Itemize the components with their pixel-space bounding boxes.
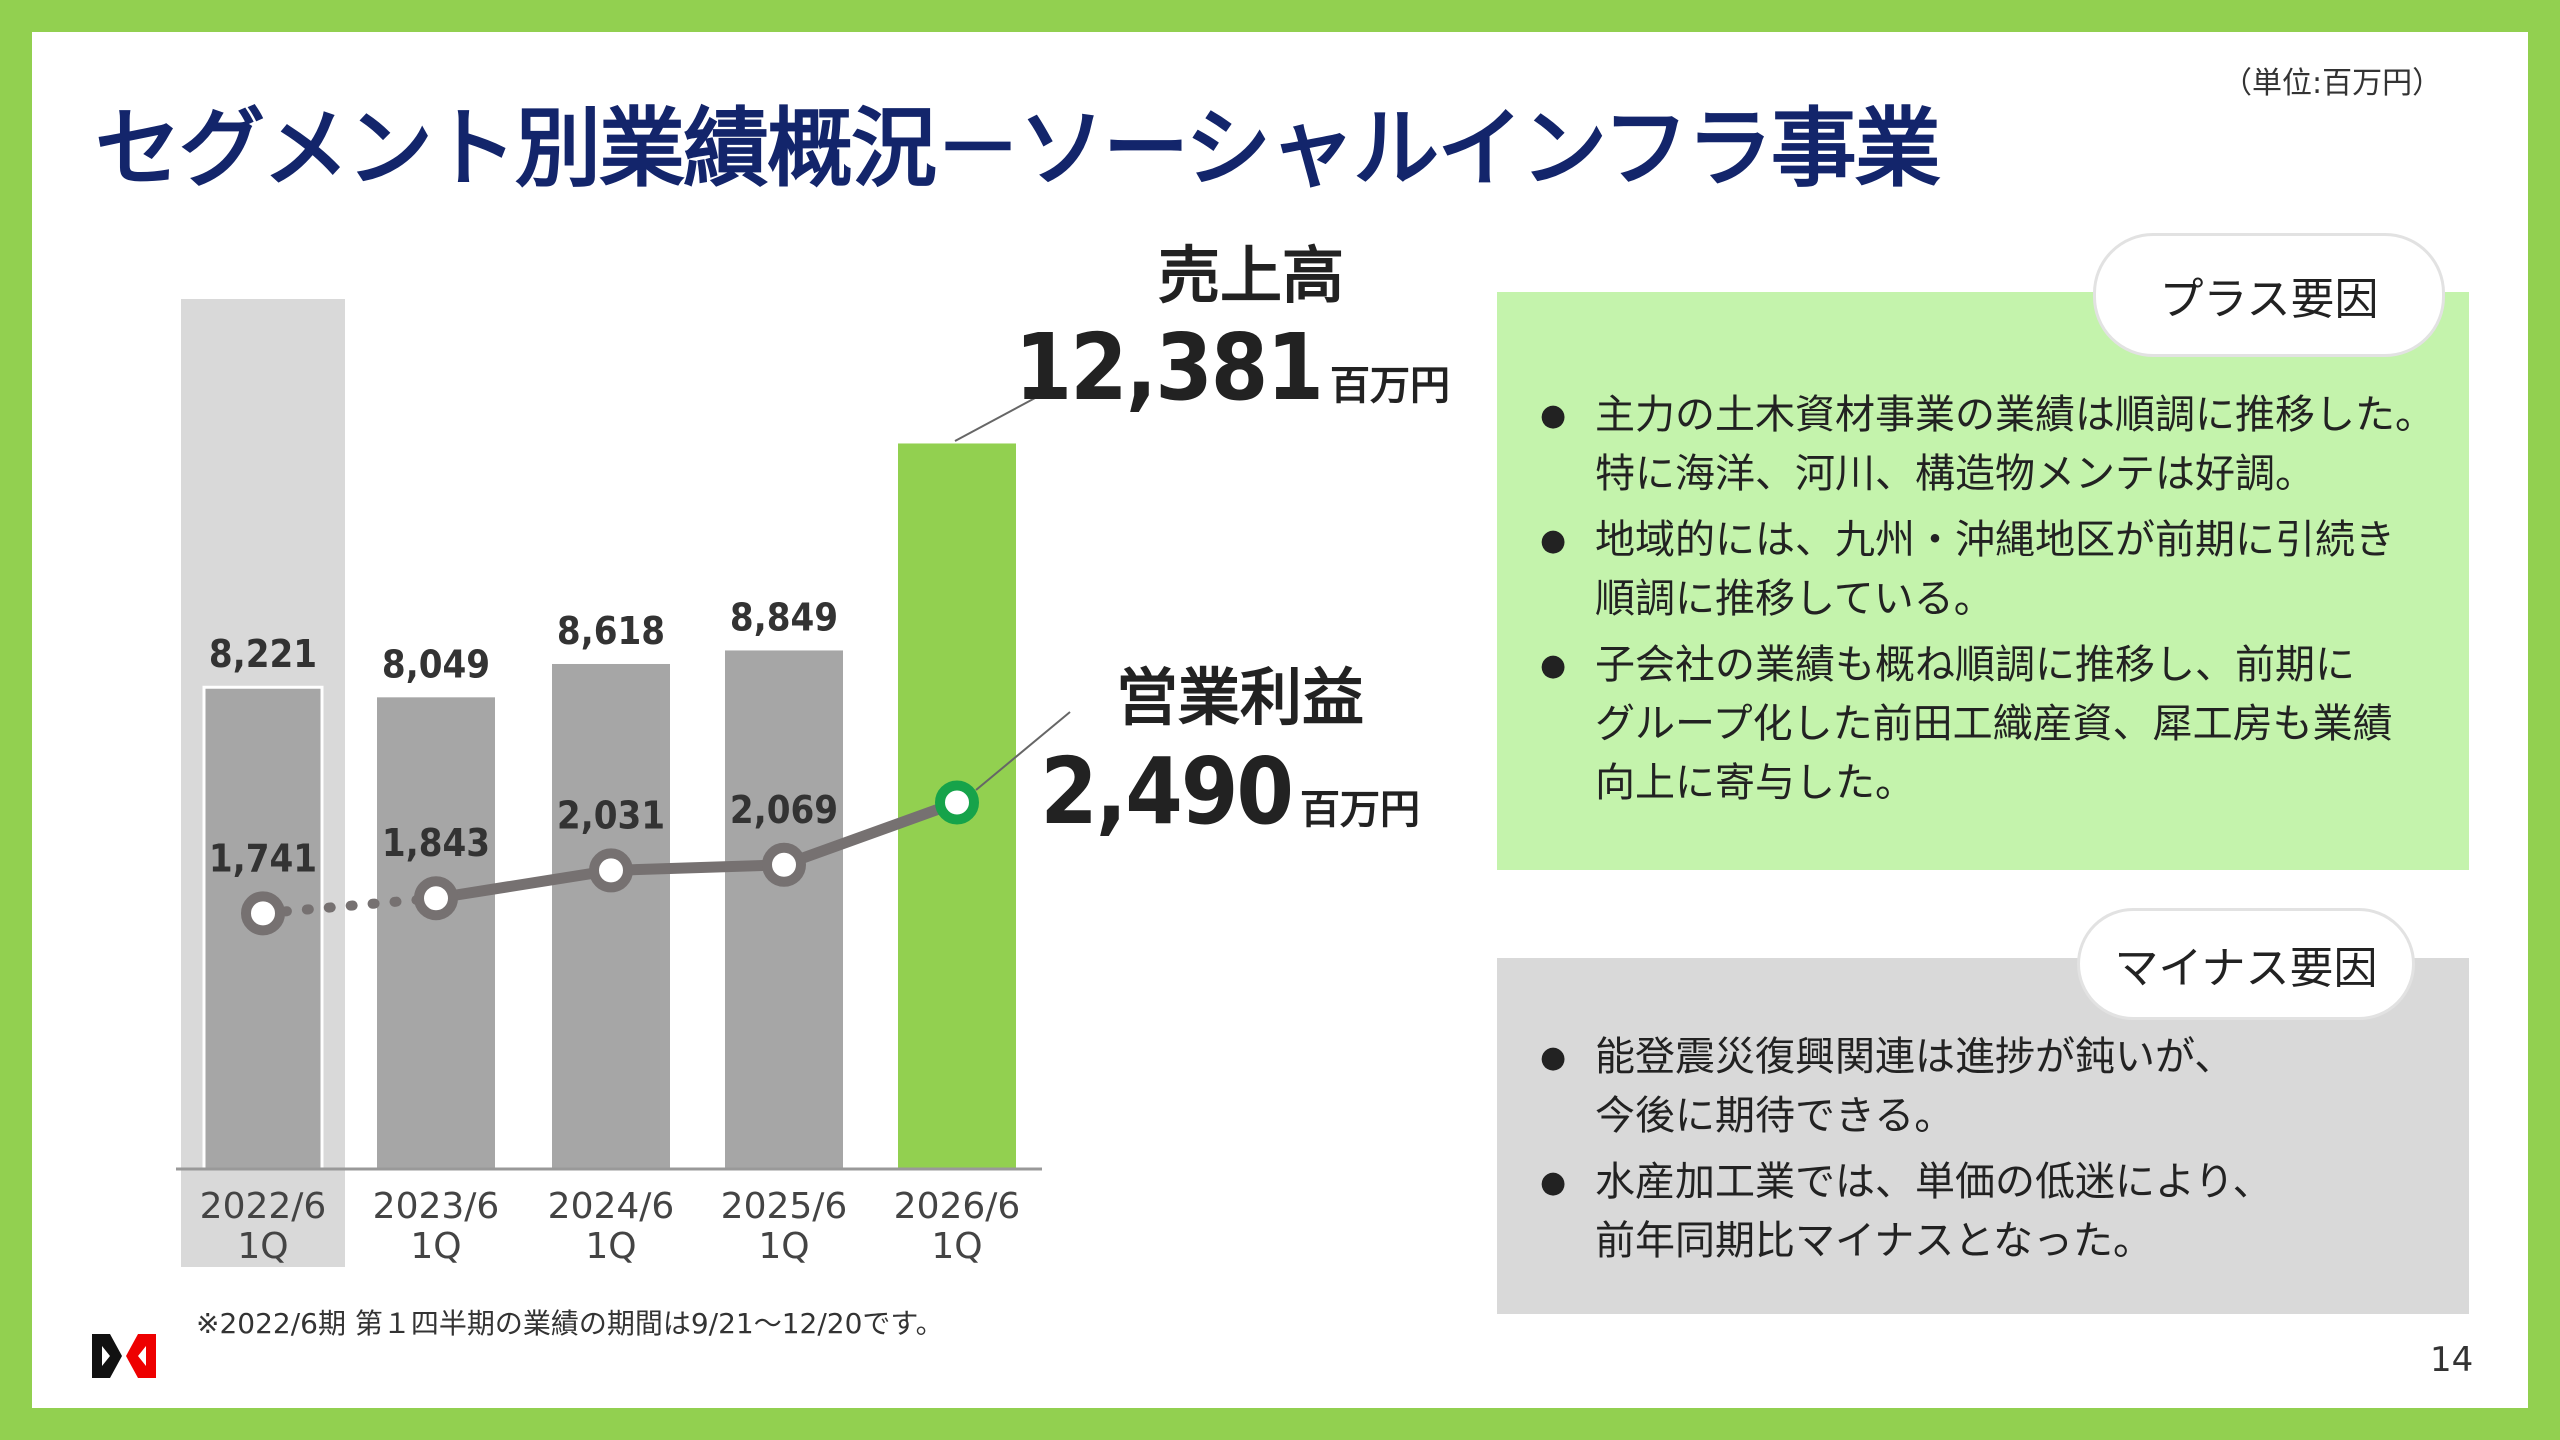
bullet-icon: ●: [1540, 1165, 1567, 1200]
bar-value-label: 8,849: [730, 595, 838, 639]
list-item: ● 地域的には、九州・沖縄地区が前期に引続き 順調に推移している。: [1540, 511, 2435, 629]
minus-factors-list: ● 能登震災復興関連は進捗が鈍いが、 今後に期待できる。 ● 水産加工業では、単価の…: [1540, 1028, 2273, 1278]
profit-point-marker: [241, 891, 285, 936]
list-item: ● 主力の土木資材事業の業績は順調に推移した。 特に海洋、河川、構造物メンテは好調…: [1540, 386, 2435, 504]
bullet-icon: ●: [1540, 648, 1567, 683]
profit-value-label: 2,069: [730, 788, 838, 832]
profit-line-segment: [430, 864, 617, 904]
plus-factors-list: ● 主力の土木資材事業の業績は順調に推移した。 特に海洋、河川、構造物メンテは好調…: [1540, 386, 2435, 820]
profit-value-label: 2,031: [557, 793, 665, 837]
page-title: セグメント別業績概況－ソーシャルインフラ事業: [95, 99, 1941, 199]
profit-callout-unit: 百万円: [1300, 787, 1420, 833]
footnote: ※2022/6期 第１四半期の業績の期間は9/21～12/20です。: [196, 1307, 944, 1340]
profit-callout-value: 2,490: [1040, 738, 1294, 845]
x-tick-label: 1Q: [758, 1226, 809, 1267]
profit-line-segment: [258, 893, 441, 919]
list-item: ● 能登震災復興関連は進捗が鈍いが、 今後に期待できる。: [1540, 1028, 2273, 1146]
x-tick-label: 1Q: [585, 1226, 636, 1267]
x-tick-label: 1Q: [237, 1226, 288, 1267]
x-tick-label: 2026/6: [894, 1186, 1021, 1227]
bullet-icon: ●: [1540, 523, 1567, 558]
minus-factors-heading: マイナス要因: [2077, 908, 2415, 1020]
bullet-icon: ●: [1540, 398, 1567, 433]
profit-callout-label: 営業利益: [1116, 661, 1365, 734]
bar-value-label: 8,618: [557, 609, 665, 653]
company-logo-icon: [92, 1334, 156, 1378]
sales-callout: 12,381 百万円: [1015, 318, 1450, 418]
bar-2: [552, 663, 670, 1169]
sales-leader-line: [954, 389, 1051, 442]
x-tick-label: 2022/6: [200, 1186, 327, 1227]
bar-value-label: 8,221: [209, 632, 317, 676]
profit-callout: 2,490 百万円: [1040, 742, 1420, 842]
profit-value-label: 1,741: [209, 836, 317, 880]
bar-value-label: 8,049: [382, 642, 490, 686]
profit-value-label: 1,843: [382, 821, 490, 865]
page-number: 14: [2430, 1340, 2474, 1380]
profit-line-segment: [778, 796, 963, 871]
unit-note: （単位:百万円）: [2222, 66, 2443, 101]
plus-factors-heading: プラス要因: [2093, 233, 2445, 357]
x-tick-label: 2024/6: [548, 1186, 675, 1227]
plus-factors-panel: [1497, 292, 2469, 870]
sales-callout-value: 12,381: [1014, 314, 1324, 421]
list-item: ● 水産加工業では、単価の低迷により、 前年同期比マイナスとなった。: [1540, 1153, 2273, 1271]
profit-leader-line: [975, 711, 1071, 791]
sales-callout-unit: 百万円: [1330, 363, 1450, 409]
bullet-icon: ●: [1540, 1040, 1567, 1075]
profit-point-marker: [414, 876, 458, 921]
profit-point-marker: [589, 848, 633, 893]
profit-point-marker: [762, 842, 806, 887]
x-tick-label: 2025/6: [721, 1186, 848, 1227]
x-tick-label: 1Q: [931, 1226, 982, 1267]
x-tick-label: 2023/6: [373, 1186, 500, 1227]
profit-line-segment: [605, 859, 790, 876]
list-item: ● 子会社の業績も概ね順調に推移し、前期に グループ化した前田工織産資、犀工房も業…: [1540, 636, 2435, 813]
bar-1: [377, 697, 495, 1169]
profit-point-marker: [935, 780, 979, 825]
x-tick-label: 1Q: [410, 1226, 461, 1267]
sales-callout-label: 売上高: [1158, 239, 1345, 312]
bar-3: [725, 650, 843, 1169]
